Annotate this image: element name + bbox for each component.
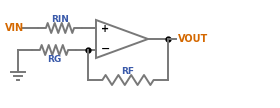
Text: RF: RF bbox=[122, 67, 134, 75]
Text: RIN: RIN bbox=[51, 16, 69, 25]
Text: +: + bbox=[101, 24, 109, 34]
Text: VOUT: VOUT bbox=[178, 34, 208, 44]
Text: −: − bbox=[101, 44, 110, 54]
Text: RG: RG bbox=[47, 56, 61, 64]
Text: VIN: VIN bbox=[5, 23, 24, 33]
